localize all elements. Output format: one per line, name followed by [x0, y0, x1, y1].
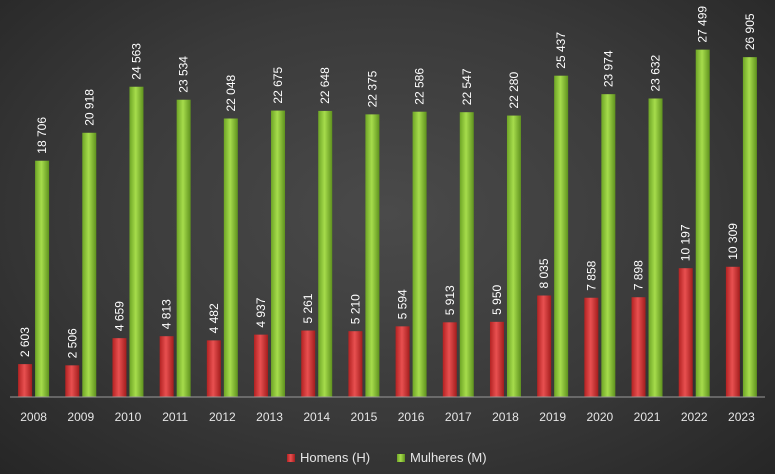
- bar-mulheres-2009: [82, 132, 97, 397]
- x-tick-label-2019: 2019: [539, 410, 566, 424]
- x-axis-ticks: 2008 2009 2010 2011 2012 2013 2014 2015 2016 2017…: [20, 410, 755, 424]
- bar-mulheres-2013: [271, 110, 286, 397]
- x-tick-label-2012: 2012: [209, 410, 236, 424]
- data-label-homens-2022: 10 197: [679, 224, 693, 261]
- data-label-homens-2012: 4 482: [207, 303, 221, 333]
- bar-homens-2011: [159, 336, 174, 397]
- bar-mulheres-2020: [601, 94, 616, 397]
- bar-mulheres-2019: [554, 75, 569, 398]
- data-label-homens-2018: 5 950: [490, 284, 504, 314]
- data-label-homens-2011: 4 813: [160, 299, 174, 329]
- bar-homens-2010: [112, 338, 127, 397]
- data-label-mulheres-2022: 27 499: [696, 6, 710, 43]
- data-label-homens-2014: 5 261: [301, 293, 315, 323]
- data-label-mulheres-2015: 22 375: [365, 70, 379, 107]
- data-label-homens-2013: 4 937: [254, 297, 268, 327]
- data-label-mulheres-2021: 23 632: [649, 54, 663, 91]
- bar-homens-2013: [254, 334, 269, 397]
- legend-swatch-mulheres: [397, 454, 405, 462]
- bar-homens-2023: [725, 266, 740, 397]
- data-label-mulheres-2019: 25 437: [554, 32, 568, 69]
- bar-homens-2012: [206, 340, 221, 397]
- data-label-homens-2009: 2 506: [65, 328, 79, 358]
- legend-label-mulheres: Mulheres (M): [410, 450, 487, 465]
- bar-mulheres-2015: [365, 114, 380, 398]
- x-tick-label-2016: 2016: [398, 410, 425, 424]
- bar-homens-2021: [631, 297, 646, 397]
- x-tick-label-2020: 2020: [586, 410, 613, 424]
- data-label-homens-2019: 8 035: [537, 258, 551, 288]
- bar-mulheres-2018: [506, 115, 521, 397]
- bar-mulheres-2008: [35, 160, 50, 397]
- data-label-homens-2023: 10 309: [726, 223, 740, 260]
- bar-mulheres-2012: [223, 118, 238, 397]
- data-label-mulheres-2023: 26 905: [743, 13, 757, 50]
- bar-homens-2018: [489, 321, 504, 397]
- data-label-mulheres-2008: 18 706: [35, 117, 49, 154]
- bar-homens-2019: [537, 295, 552, 397]
- x-tick-label-2008: 2008: [20, 410, 47, 424]
- legend: Homens (H) Mulheres (M): [287, 450, 487, 465]
- data-label-mulheres-2014: 22 648: [318, 67, 332, 104]
- bar-homens-2008: [18, 364, 33, 397]
- bar-homens-2015: [348, 331, 363, 397]
- data-labels-group: 2 603 18 706 2 506 20 918 4 659 24 563 4 813 23…: [18, 6, 757, 359]
- data-label-mulheres-2018: 22 280: [507, 72, 521, 109]
- x-tick-label-2011: 2011: [162, 410, 188, 424]
- data-label-homens-2015: 5 210: [348, 294, 362, 324]
- x-tick-label-2023: 2023: [728, 410, 755, 424]
- data-label-homens-2008: 2 603: [18, 327, 32, 357]
- data-label-mulheres-2012: 22 048: [224, 74, 238, 111]
- x-tick-label-2018: 2018: [492, 410, 519, 424]
- bar-mulheres-2014: [318, 110, 333, 398]
- bar-mulheres-2022: [695, 49, 710, 397]
- data-label-homens-2017: 5 913: [443, 285, 457, 315]
- bar-mulheres-2011: [176, 99, 191, 397]
- x-tick-label-2013: 2013: [256, 410, 283, 424]
- data-label-homens-2020: 7 858: [584, 260, 598, 290]
- data-label-mulheres-2017: 22 547: [460, 68, 474, 105]
- bar-mulheres-2016: [412, 111, 427, 397]
- data-label-homens-2016: 5 594: [396, 289, 410, 319]
- data-label-mulheres-2011: 23 534: [177, 56, 191, 93]
- x-tick-label-2022: 2022: [681, 410, 708, 424]
- data-label-homens-2021: 7 898: [632, 260, 646, 290]
- bars-group: [18, 49, 757, 398]
- x-tick-label-2015: 2015: [351, 410, 378, 424]
- x-tick-label-2021: 2021: [634, 410, 661, 424]
- data-label-mulheres-2020: 23 974: [601, 50, 615, 87]
- x-tick-label-2009: 2009: [67, 410, 94, 424]
- data-label-mulheres-2016: 22 586: [413, 68, 427, 105]
- x-tick-label-2010: 2010: [115, 410, 142, 424]
- data-label-mulheres-2010: 24 563: [129, 43, 143, 80]
- legend-label-homens: Homens (H): [300, 450, 370, 465]
- bar-homens-2022: [678, 268, 693, 397]
- legend-swatch-homens: [287, 454, 295, 462]
- bar-homens-2020: [584, 297, 599, 397]
- bar-homens-2016: [395, 326, 410, 397]
- x-tick-label-2017: 2017: [445, 410, 472, 424]
- bar-mulheres-2021: [648, 98, 663, 397]
- bar-homens-2014: [301, 330, 316, 397]
- bar-homens-2009: [65, 365, 80, 397]
- data-label-homens-2010: 4 659: [112, 301, 126, 331]
- bar-mulheres-2010: [129, 86, 144, 397]
- data-label-mulheres-2009: 20 918: [82, 89, 96, 126]
- bar-homens-2017: [442, 322, 457, 397]
- x-tick-label-2014: 2014: [303, 410, 330, 424]
- bar-mulheres-2017: [459, 112, 474, 397]
- data-label-mulheres-2013: 22 675: [271, 67, 285, 104]
- bar-mulheres-2023: [742, 57, 757, 397]
